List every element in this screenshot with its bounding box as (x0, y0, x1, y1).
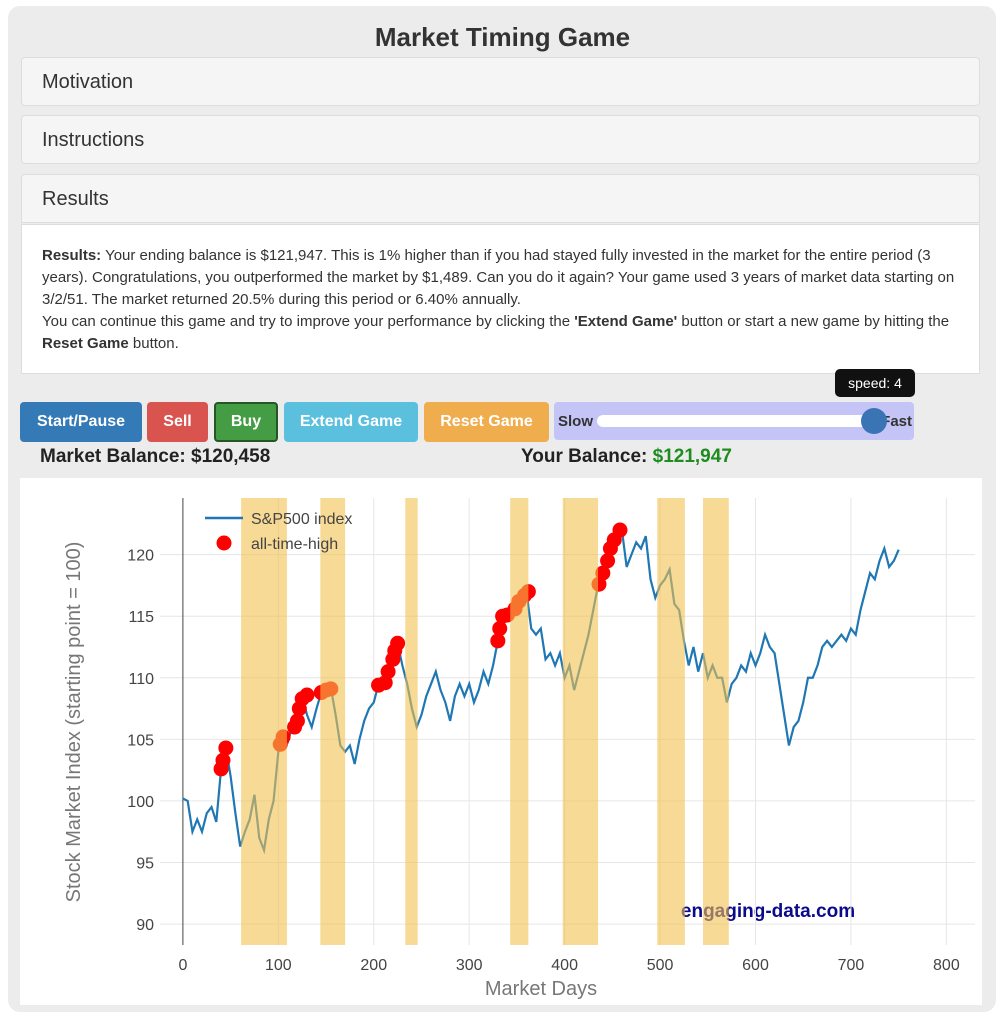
out-of-market-band (562, 498, 599, 945)
out-of-market-band (405, 498, 418, 945)
slider-track (597, 415, 880, 427)
extend-button[interactable]: Extend Game (284, 402, 418, 442)
reset-button[interactable]: Reset Game (424, 402, 549, 442)
x-tick-label: 400 (551, 957, 578, 974)
your-balance: Your Balance: $121,947 (521, 446, 732, 468)
ath-marker (595, 565, 611, 581)
text: You can continue this game and try to im… (42, 313, 575, 330)
ath-marker (490, 633, 506, 649)
x-tick-label: 200 (360, 957, 387, 974)
text: button or start a new game by hitting th… (677, 313, 950, 330)
ath-marker (600, 553, 616, 569)
slider-left: Slow (558, 413, 594, 430)
label: Your Balance: (521, 446, 648, 467)
y-tick-label: 95 (136, 855, 154, 872)
ath-marker (289, 713, 305, 729)
ath-marker (380, 664, 396, 680)
sell-button[interactable]: Sell (147, 402, 208, 442)
x-tick-label: 0 (178, 957, 187, 974)
title: Market Timing Game (374, 22, 631, 52)
y-tick-label: 110 (128, 671, 154, 688)
panel-motivation[interactable]: Motivation (21, 57, 980, 106)
panel-instructions[interactable]: Instructions (21, 115, 980, 164)
results-p2: You can continue this game and try to im… (42, 311, 959, 355)
ath-marker (218, 740, 234, 756)
x-tick-label: 700 (838, 957, 865, 974)
chart: Market Days Stock Market Index (starting… (20, 478, 982, 1005)
ath-marker (612, 522, 628, 538)
x-tick-label: 500 (647, 957, 674, 974)
x-tick-label: 600 (742, 957, 769, 974)
market-balance: Market Balance: $120,458 (40, 446, 270, 468)
slider-tooltip: speed: 4 (835, 369, 915, 397)
y-tick-label: 90 (136, 917, 154, 934)
out-of-market-band (241, 498, 287, 945)
slider-right: Fast (881, 413, 912, 430)
index-line (182, 526, 900, 855)
text: Your ending balance is $121,947. This is… (42, 247, 955, 308)
x-axis-label: Market Days (485, 978, 597, 1000)
x-tick-label: 300 (456, 957, 483, 974)
results-p1: Results: Your ending balance is $121,947… (42, 245, 959, 311)
y-tick-label: 115 (128, 609, 154, 626)
text: button. (128, 335, 179, 352)
out-of-market-band (510, 498, 529, 945)
legend-label: S&P500 index (251, 511, 352, 528)
bold: Reset Game (42, 335, 129, 352)
y-axis-label: Stock Market Index (starting point = 100… (63, 542, 85, 903)
y-tick-label: 120 (127, 548, 154, 565)
slider-handle[interactable] (861, 408, 887, 434)
y-tick-label: 105 (127, 732, 154, 749)
out-of-market-band (320, 498, 346, 945)
legend-marker (216, 535, 232, 551)
legend-label: all-time-high (251, 536, 338, 553)
out-of-market-band (657, 498, 685, 945)
out-of-market-band (703, 498, 729, 945)
x-tick-label: 800 (933, 957, 960, 974)
y-tick-label: 100 (127, 794, 154, 811)
panel-results[interactable]: Results (21, 174, 980, 223)
buy-button[interactable]: Buy (214, 402, 278, 442)
value: $120,458 (191, 446, 271, 467)
value: $121,947 (652, 446, 732, 467)
slider[interactable]: Slow Fast (554, 402, 914, 440)
ath-marker (215, 752, 231, 768)
start-button[interactable]: Start/Pause (20, 402, 142, 442)
x-tick-label: 100 (265, 957, 292, 974)
bold: 'Extend Game' (574, 313, 678, 330)
ath-marker (492, 621, 508, 637)
bold: Results: (42, 247, 102, 264)
ath-marker (299, 687, 315, 703)
label: Market Balance: (40, 446, 186, 467)
ath-marker (390, 635, 406, 651)
results-body: Results: Your ending balance is $121,947… (21, 224, 980, 374)
plot (182, 498, 900, 945)
